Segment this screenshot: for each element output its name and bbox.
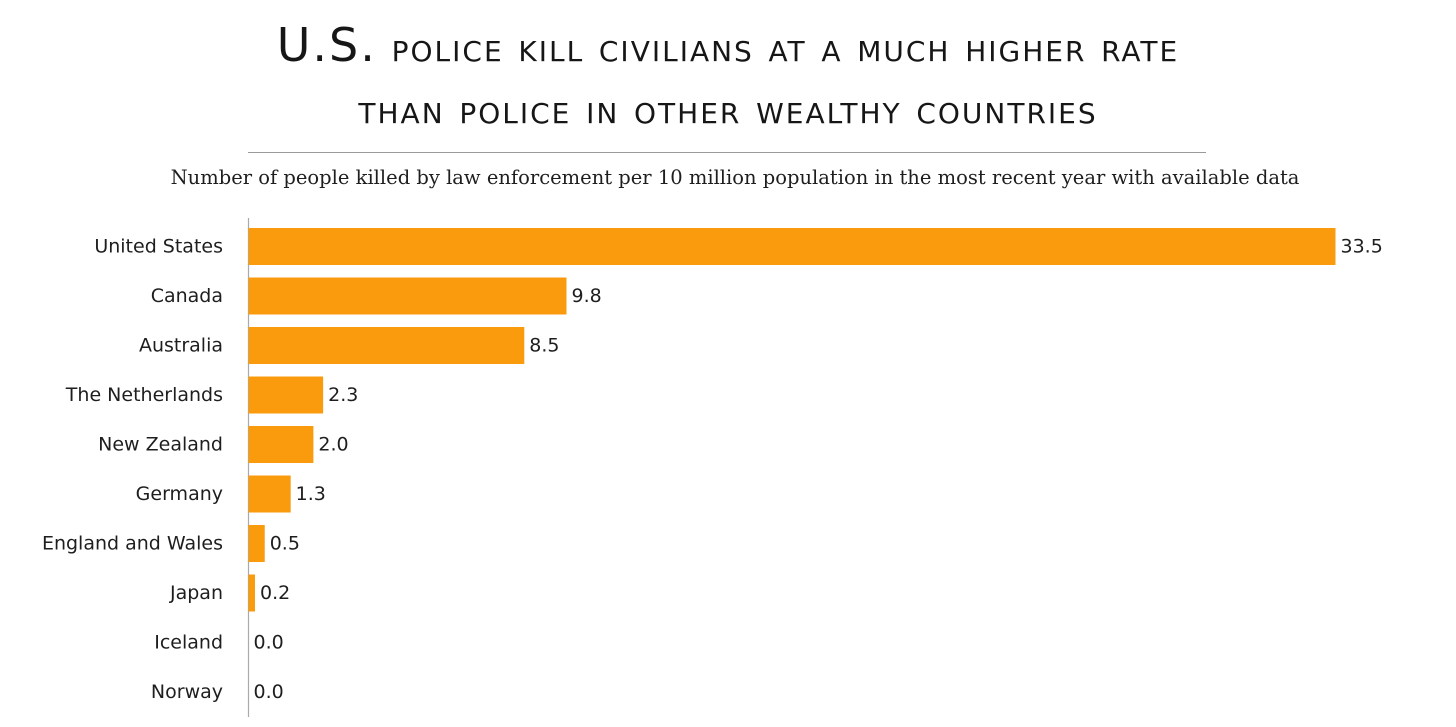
category-label: Canada [151, 285, 223, 307]
bar [248, 525, 265, 562]
bar [248, 475, 291, 513]
category-label: The Netherlands [65, 384, 223, 406]
category-label: England and Wales [42, 533, 223, 555]
title-prefix: U.S. [276, 18, 377, 72]
title-line-1: U.S. police kill civilians at a much hig… [0, 14, 1456, 79]
category-label: United States [94, 236, 223, 258]
title-divider [248, 152, 1206, 153]
value-label: 0.5 [270, 533, 300, 555]
bar [248, 376, 324, 414]
value-label: 0.0 [254, 681, 284, 703]
category-label: Germany [136, 483, 223, 505]
value-label: 8.5 [529, 335, 559, 357]
category-label: Iceland [154, 632, 223, 654]
value-label: 9.8 [571, 285, 601, 307]
value-label: 2.3 [328, 384, 358, 406]
chart-title: U.S. police kill civilians at a much hig… [0, 14, 1456, 141]
value-label: 2.0 [318, 434, 348, 456]
bar [248, 327, 525, 364]
category-label: Norway [151, 681, 223, 703]
category-label: Japan [169, 582, 223, 604]
chart-subtitle: Number of people killed by law enforceme… [170, 166, 1300, 189]
category-label: Australia [139, 335, 223, 357]
value-label: 1.3 [296, 483, 326, 505]
value-label: 33.5 [1341, 236, 1383, 258]
value-label: 0.0 [254, 632, 284, 654]
value-label: 0.2 [260, 582, 290, 604]
bar [248, 228, 1336, 265]
title-line-2: than police in other wealthy countries [358, 87, 1098, 133]
bar [248, 574, 255, 612]
title-line-1-rest: police kill civilians at a much higher r… [391, 25, 1180, 71]
category-label: New Zealand [98, 434, 223, 456]
bar [248, 277, 567, 315]
bar [248, 426, 314, 463]
